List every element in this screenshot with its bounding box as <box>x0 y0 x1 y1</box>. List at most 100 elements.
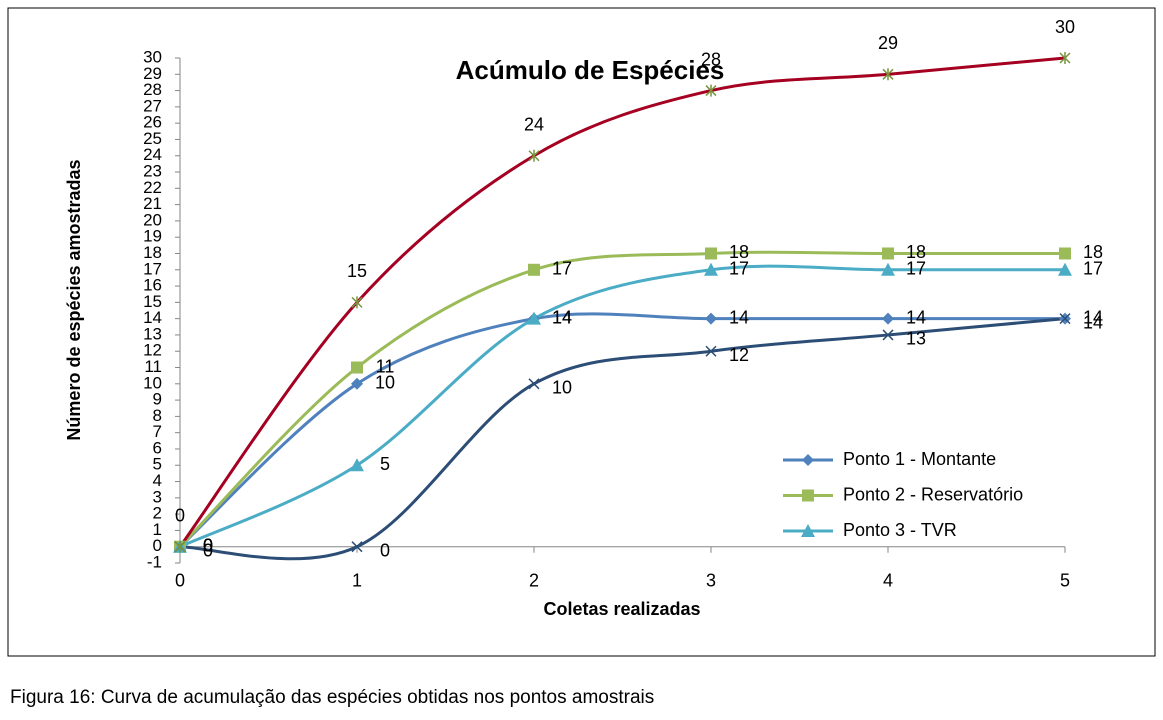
legend-item: Ponto 3 - TVR <box>783 520 957 540</box>
data-label: 18 <box>1083 242 1103 262</box>
marker <box>705 345 717 357</box>
y-tick-label: 13 <box>143 324 162 343</box>
data-label: 18 <box>906 242 926 262</box>
series-line <box>178 56 1066 548</box>
marker <box>351 377 363 390</box>
marker <box>1059 52 1071 64</box>
y-tick-label: 22 <box>143 178 162 197</box>
y-tick-label: 26 <box>143 113 162 132</box>
marker <box>1059 247 1071 260</box>
series-line <box>178 312 1065 548</box>
data-label: 15 <box>347 261 367 281</box>
y-tick-label: 16 <box>143 276 162 295</box>
legend-label: Ponto 1 - Montante <box>843 449 996 469</box>
data-label: 29 <box>878 33 898 53</box>
marker <box>882 329 894 341</box>
marker <box>528 378 540 390</box>
marker <box>527 311 541 325</box>
figure-frame <box>7 7 1156 657</box>
data-label: 0 <box>203 535 213 555</box>
y-tick-label: 20 <box>143 210 162 229</box>
x-axis-title: Coletas realizadas <box>543 599 700 619</box>
y-tick-label: 8 <box>153 406 162 425</box>
data-label: 30 <box>1055 17 1075 37</box>
y-tick-label: 5 <box>153 455 162 474</box>
marker <box>1059 313 1071 325</box>
y-tick-label: -1 <box>147 552 162 571</box>
marker <box>704 262 718 276</box>
data-label: 24 <box>524 114 544 134</box>
marker <box>351 541 363 553</box>
data-label: 0 <box>203 535 213 555</box>
x-tick-label: 2 <box>529 570 539 590</box>
marker <box>882 312 894 325</box>
y-tick-label: 30 <box>143 47 162 66</box>
data-label: 5 <box>380 454 390 474</box>
marker <box>882 247 894 260</box>
data-label: 28 <box>701 49 721 69</box>
x-tick-label: 1 <box>352 570 362 590</box>
marker <box>882 68 894 81</box>
data-label: 17 <box>729 259 749 279</box>
chart-title: Acúmulo de Espécies <box>456 55 725 85</box>
y-tick-label: 18 <box>143 243 162 262</box>
y-tick-label: 17 <box>143 259 162 278</box>
marker <box>174 540 186 553</box>
marker <box>802 454 814 466</box>
y-tick-label: 1 <box>153 520 162 539</box>
x-tick-label: 5 <box>1060 570 1070 590</box>
legend-label: Ponto 2 - Reservatório <box>843 484 1023 504</box>
y-tick-label: 10 <box>143 373 162 392</box>
marker <box>705 247 717 260</box>
y-tick-label: 23 <box>143 162 162 181</box>
marker <box>351 361 363 374</box>
data-label: 13 <box>906 329 926 349</box>
caption: Figura 16: Curva de acumulação das espéc… <box>10 687 654 708</box>
data-label: 11 <box>376 356 395 376</box>
data-label: 14 <box>906 307 926 327</box>
marker <box>350 458 364 472</box>
x-tick-label: 4 <box>883 570 893 590</box>
y-tick-label: 4 <box>153 471 162 490</box>
data-label: 0 <box>203 535 213 555</box>
data-label: 17 <box>906 259 926 279</box>
y-tick-label: 11 <box>144 357 162 376</box>
y-tick-label: 12 <box>143 341 162 360</box>
y-tick-label: 2 <box>153 504 162 523</box>
series-line <box>179 264 1065 549</box>
data-label: 12 <box>729 345 749 365</box>
marker <box>528 263 540 276</box>
data-label: 14 <box>729 307 749 327</box>
y-tick-label: 0 <box>153 536 162 555</box>
y-tick-label: 24 <box>143 145 162 164</box>
y-tick-label: 3 <box>153 487 162 506</box>
y-axis-title: Número de espécies amostradas <box>64 159 84 440</box>
y-tick-label: 29 <box>143 64 162 83</box>
legend-item: Ponto 2 - Reservatório <box>783 484 1023 504</box>
marker <box>801 524 815 537</box>
x-tick-label: 0 <box>175 570 185 590</box>
y-tick-label: 6 <box>153 438 162 457</box>
data-label: 0 <box>203 540 213 560</box>
marker <box>705 312 717 325</box>
legend-label: Ponto 3 - TVR <box>843 520 957 540</box>
y-tick-label: 19 <box>143 227 162 246</box>
marker <box>1058 262 1072 276</box>
y-tick-label: 15 <box>143 292 162 311</box>
data-label: 14 <box>552 307 572 327</box>
y-tick-label: 21 <box>143 194 162 213</box>
y-tick-label: 14 <box>143 308 162 327</box>
y-tick-label: 7 <box>153 422 162 441</box>
marker <box>528 149 540 162</box>
marker <box>802 489 814 502</box>
x-tick-label: 3 <box>706 570 716 590</box>
y-tick-label: 28 <box>143 80 162 99</box>
data-label: 14 <box>1083 312 1103 332</box>
y-tick-label: 9 <box>153 390 162 409</box>
series-line <box>178 250 1065 548</box>
series-line <box>179 317 1066 561</box>
data-label: 0 <box>175 505 185 525</box>
marker <box>351 296 363 309</box>
marker <box>881 262 895 276</box>
